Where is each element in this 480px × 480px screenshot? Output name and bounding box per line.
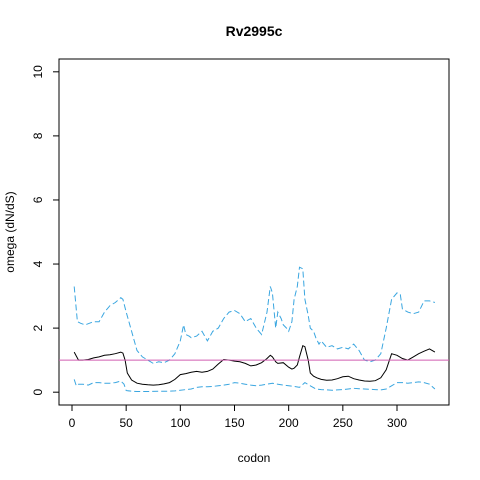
x-axis: 0 50 100 150 200 250 300 bbox=[69, 404, 407, 430]
x-tick-label: 100 bbox=[170, 416, 190, 430]
x-tick-label: 150 bbox=[224, 416, 244, 430]
x-tick-label: 50 bbox=[119, 416, 133, 430]
y-tick-label: 8 bbox=[31, 132, 45, 139]
y-axis-label: omega (dN/dS) bbox=[3, 191, 17, 272]
x-tick-label: 250 bbox=[333, 416, 353, 430]
x-tick-label: 200 bbox=[279, 416, 299, 430]
series-line-omega bbox=[73, 344, 436, 386]
y-tick-label: 2 bbox=[31, 324, 45, 331]
plot-area bbox=[59, 266, 449, 392]
y-tick-label: 6 bbox=[31, 196, 45, 203]
y-tick-label: 0 bbox=[31, 389, 45, 396]
series-line-upper-bound bbox=[73, 266, 436, 364]
y-axis: 0 2 4 6 8 10 bbox=[31, 65, 60, 396]
chart-title: Rv2995c bbox=[226, 23, 283, 39]
x-tick-label: 0 bbox=[69, 416, 76, 430]
y-tick-label: 10 bbox=[31, 65, 45, 79]
series-line-lower-bound bbox=[73, 379, 436, 392]
x-tick-label: 300 bbox=[387, 416, 407, 430]
y-tick-label: 4 bbox=[31, 260, 45, 267]
x-axis-label: codon bbox=[238, 451, 271, 465]
